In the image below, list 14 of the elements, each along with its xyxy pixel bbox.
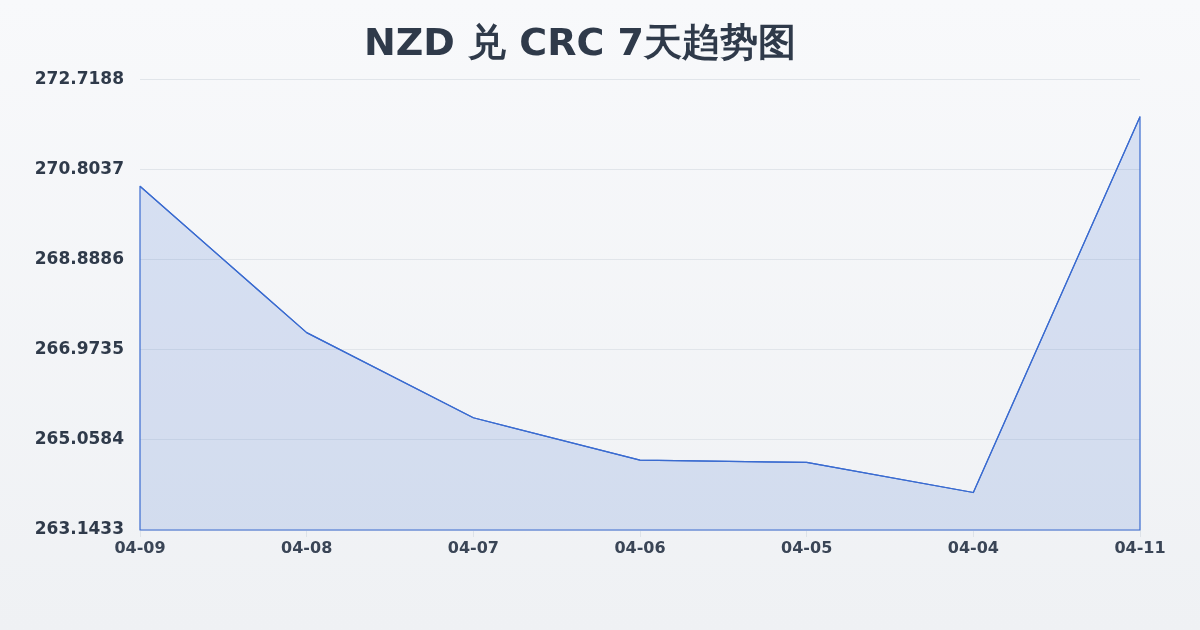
- y-tick-label: 263.1433: [34, 518, 124, 539]
- x-tick-label: 04-08: [281, 537, 333, 557]
- x-tick-label: 04-07: [447, 537, 499, 557]
- x-tick-label: 04-04: [947, 537, 999, 557]
- y-tick-label: 268.8886: [34, 248, 124, 269]
- x-tick-label: 04-09: [114, 537, 166, 557]
- x-tick-label: 04-11: [1114, 537, 1166, 557]
- y-tick-label: 266.9735: [34, 338, 124, 359]
- x-tick-label: 04-06: [614, 537, 666, 557]
- y-tick-label: 270.8037: [34, 158, 124, 179]
- chart-title: NZD 兑 CRC 7天趋势图: [363, 19, 797, 64]
- y-tick-label: 265.0584: [34, 428, 125, 449]
- y-tick-label: 272.7188: [34, 68, 124, 89]
- x-tick-label: 04-05: [781, 537, 833, 557]
